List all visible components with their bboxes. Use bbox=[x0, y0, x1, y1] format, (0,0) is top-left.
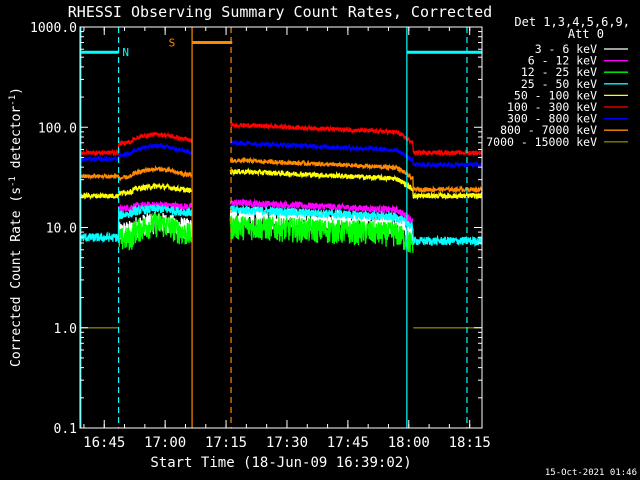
x-tick-label: 16:45 bbox=[83, 435, 125, 451]
legend-label: 12 - 25 keV bbox=[521, 65, 597, 79]
night-flag-label: N bbox=[122, 46, 129, 59]
y-axis-ticks: 0.1 1.0 10.0 100.0 1000.0 bbox=[30, 21, 482, 437]
x-tick-label: 18:15 bbox=[449, 435, 491, 451]
legend-label: 50 - 100 keV bbox=[514, 88, 597, 102]
legend-label: 300 - 800 keV bbox=[507, 112, 597, 126]
legend-label: 7000 - 15000 keV bbox=[486, 135, 597, 149]
series-100-300-keV bbox=[79, 121, 483, 158]
series-line bbox=[79, 182, 193, 200]
y-tick-label: 1.0 bbox=[54, 322, 77, 337]
series-line bbox=[229, 167, 483, 201]
series-line bbox=[79, 131, 193, 158]
y-axis-label-main: Corrected Count Rate (s bbox=[9, 187, 24, 367]
y-axis-label-end: ) bbox=[9, 87, 24, 95]
legend-label: 25 - 50 keV bbox=[521, 77, 597, 91]
x-tick-label: 17:00 bbox=[144, 435, 186, 451]
legend-header-line2: Att 0 bbox=[568, 27, 604, 41]
series-line bbox=[229, 139, 483, 169]
saa-flag-label: S bbox=[169, 37, 176, 50]
flag-bars: NS bbox=[80, 37, 482, 59]
x-tick-label: 17:45 bbox=[327, 435, 369, 451]
series-line bbox=[79, 164, 193, 182]
y-axis-label-sup: -1 bbox=[8, 176, 18, 187]
x-tick-label: 17:15 bbox=[205, 435, 247, 451]
series-line bbox=[79, 204, 193, 244]
series-12-25-keV bbox=[118, 211, 414, 253]
series-800-7000-keV bbox=[79, 156, 482, 194]
series-line bbox=[79, 142, 193, 164]
x-tick-label: 17:30 bbox=[266, 435, 308, 451]
series-line bbox=[229, 156, 482, 194]
legend-label: 100 - 300 keV bbox=[507, 100, 597, 114]
y-axis-label-rest: detector bbox=[9, 106, 24, 177]
x-tick-label: 18:00 bbox=[388, 435, 430, 451]
y-axis-label: Corrected Count Rate (s-1 detector-1) bbox=[8, 87, 24, 367]
series-line bbox=[229, 121, 483, 158]
series-300-800-keV bbox=[79, 139, 483, 169]
series-line bbox=[229, 215, 414, 253]
series-line bbox=[118, 200, 193, 213]
y-tick-label: 1000.0 bbox=[30, 21, 77, 36]
event-lines bbox=[80, 27, 468, 428]
generation-timestamp: 15-Oct-2021 01:46 bbox=[545, 468, 637, 478]
y-tick-label: 0.1 bbox=[54, 422, 77, 437]
x-axis-label: Start Time (18-Jun-09 16:39:02) bbox=[150, 455, 411, 471]
x-axis-ticks: 16:45 17:00 17:15 17:30 17:45 18:00 18:15 bbox=[83, 27, 491, 451]
y-tick-label: 10.0 bbox=[46, 222, 77, 237]
series-line bbox=[229, 204, 483, 248]
legend-header-line1: Det 1,3,4,5,6,9, bbox=[514, 15, 630, 29]
series-25-50-keV bbox=[79, 204, 483, 248]
series-line bbox=[118, 211, 193, 251]
series-50-100-keV bbox=[79, 167, 483, 201]
y-tick-label: 100.0 bbox=[38, 121, 77, 136]
legend-label: 6 - 12 keV bbox=[528, 54, 597, 68]
legend-label: 3 - 6 keV bbox=[535, 42, 597, 56]
legend-label: 800 - 7000 keV bbox=[500, 123, 597, 137]
y-axis-label-sup2: -1 bbox=[8, 95, 18, 106]
chart-title: RHESSI Observing Summary Count Rates, Co… bbox=[68, 3, 492, 21]
